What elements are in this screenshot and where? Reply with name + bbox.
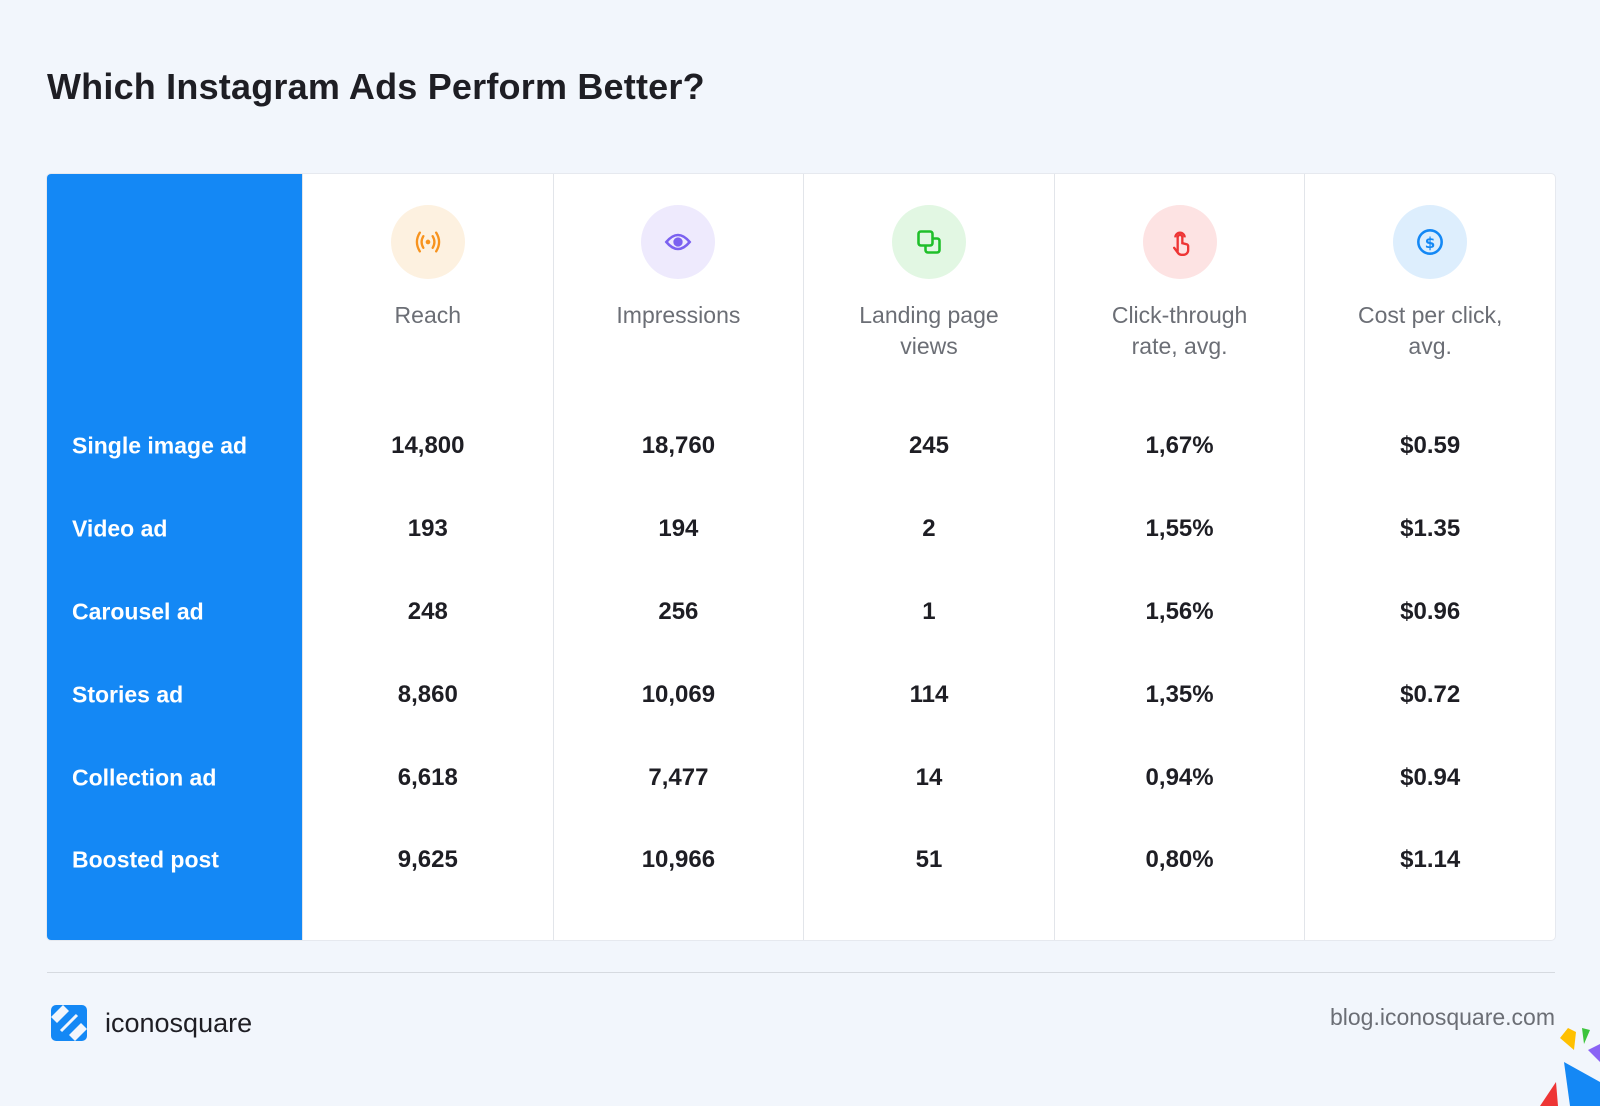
row-label: Carousel ad: [72, 598, 204, 625]
table-column: Click-through rate, avg. 1,67% 1,55% 1,56% 1…: [1053, 174, 1305, 940]
column-header: Reach: [394, 302, 462, 328]
blog-url: blog.iconosquare.com: [1329, 1004, 1555, 1030]
row-label: Stories ad: [72, 681, 184, 708]
table-cell: 6,618: [397, 764, 458, 791]
table-cell: $1.14: [1400, 846, 1461, 873]
table-cell: 10,966: [641, 846, 716, 873]
table-cell: 51: [915, 846, 943, 873]
table-cell: 193: [407, 515, 448, 542]
table-cell: 2: [922, 515, 936, 542]
table-cell: 114: [909, 681, 949, 708]
comparison-table: Single image ad Video ad Carousel ad Storie…: [47, 174, 1555, 940]
table-cell: $0.94: [1400, 764, 1461, 791]
column-header: Landing page views: [859, 302, 999, 359]
table-cell: 1,56%: [1145, 598, 1214, 625]
table-cell: 9,625: [397, 846, 458, 873]
table-cell: 14,800: [391, 432, 465, 459]
table-cell: 248: [407, 598, 448, 625]
iconosquare-logo-icon: [51, 1005, 87, 1041]
table-column: Impressions 18,760 194 256 10,069 7,477 10,966: [552, 174, 804, 940]
row-label: Video ad: [72, 515, 168, 542]
table-cell: $0.96: [1400, 598, 1461, 625]
table-cell: 1: [922, 598, 936, 625]
table-cell: $1.35: [1400, 515, 1461, 542]
table-cell: 256: [658, 598, 699, 625]
table-cell: $0.72: [1400, 681, 1461, 708]
row-label: Collection ad: [72, 764, 217, 791]
column-header: Cost per click, avg.: [1357, 302, 1503, 359]
eye-icon: [641, 205, 716, 279]
copy-pages-icon: [891, 205, 966, 279]
decorative-shapes-icon: [1540, 1028, 1600, 1106]
table-cell: 7,477: [648, 764, 709, 791]
dollar-coin-icon: $: [1393, 205, 1468, 279]
table-column: $ Cost per click, avg. $0.59 $1.35 $0.96 $0.…: [1304, 174, 1555, 940]
tap-finger-icon: [1142, 205, 1217, 279]
column-header: Impressions: [616, 302, 741, 328]
column-header: Click-through rate, avg.: [1111, 302, 1248, 359]
brand: iconosquare: [51, 1005, 252, 1041]
table-cell: 1,55%: [1145, 515, 1214, 542]
table-cell: 14: [915, 764, 943, 791]
row-label: Boosted post: [72, 846, 219, 873]
row-label: Single image ad: [72, 432, 248, 459]
table-cell: 10,069: [641, 681, 716, 708]
table-cell: $0.59: [1400, 432, 1461, 459]
table-cell: 0,94%: [1145, 764, 1214, 791]
table-cell: 245: [908, 432, 949, 459]
svg-text:$: $: [1425, 234, 1436, 252]
table-cell: 1,67%: [1145, 432, 1214, 459]
table-cell: 194: [658, 515, 699, 542]
table-cell: 0,80%: [1145, 846, 1214, 873]
broadcast-icon: [390, 205, 465, 279]
row-header-column: Single image ad Video ad Carousel ad Storie…: [47, 174, 302, 940]
page-title: Which Instagram Ads Perform Better?: [47, 66, 705, 107]
divider: [47, 972, 1555, 973]
table-cell: 1,35%: [1145, 681, 1214, 708]
table-column: Landing page views 245 2 1 114 14 51: [803, 174, 1054, 940]
table-column: Reach 14,800 193 248 8,860 6,618 9,625: [302, 174, 553, 940]
table-cell: 18,760: [641, 432, 716, 459]
brand-name: iconosquare: [105, 1007, 253, 1038]
table-cell: 8,860: [397, 681, 458, 708]
